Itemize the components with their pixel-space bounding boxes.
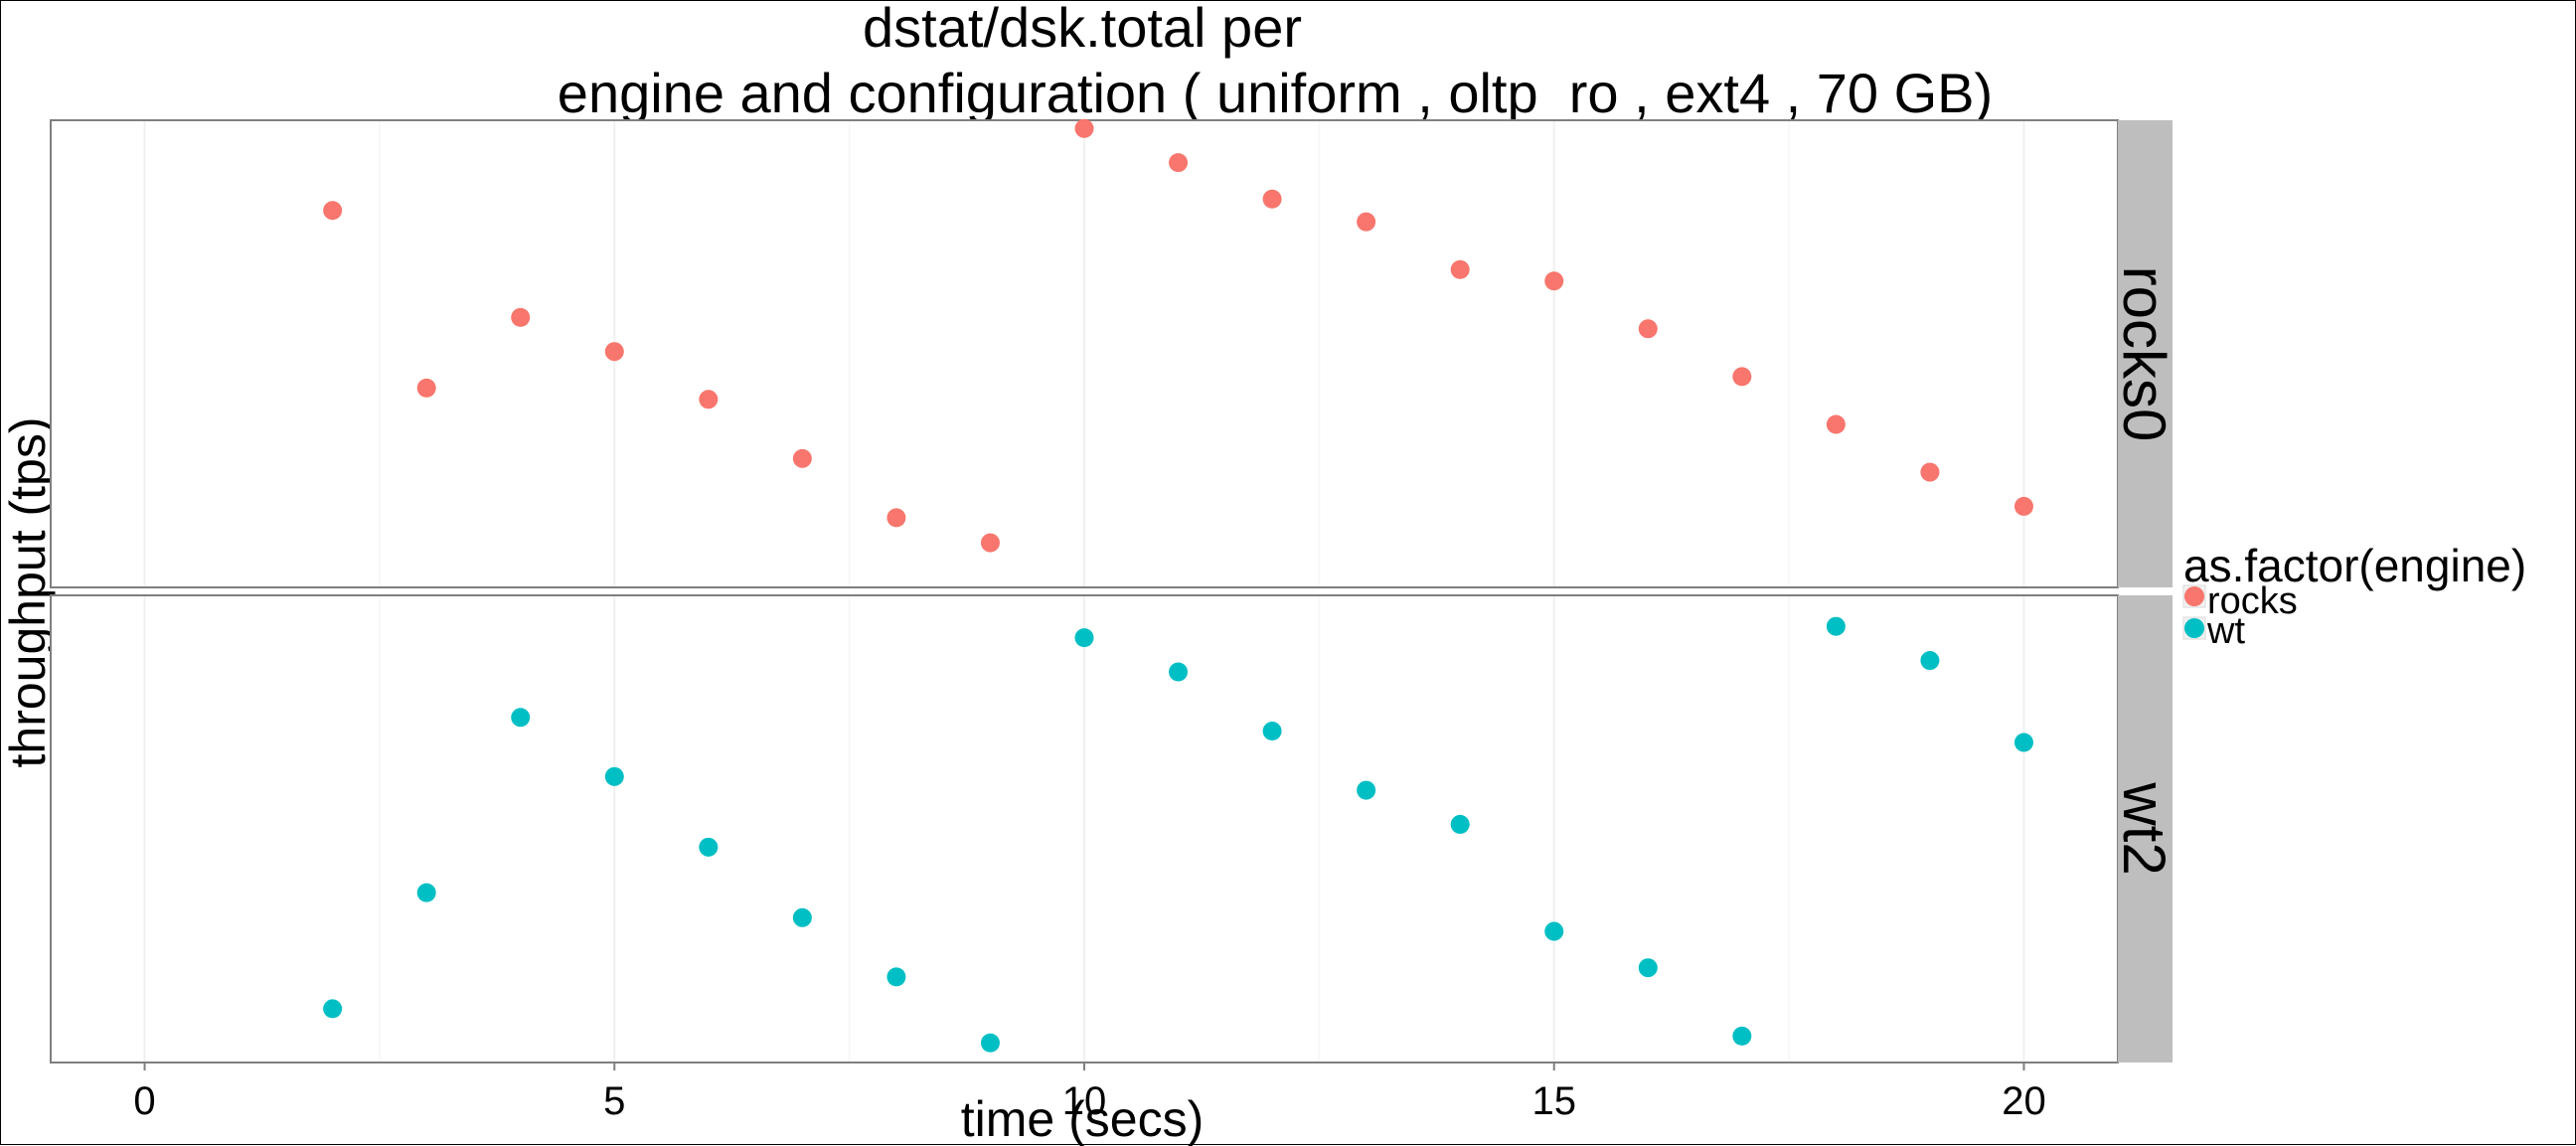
data-point-rocks bbox=[1262, 189, 1282, 209]
x-tick-label: 5 bbox=[603, 1079, 625, 1123]
data-point-rocks bbox=[1920, 462, 1940, 482]
chart-title-line1: dstat/dsk.total per bbox=[863, 1, 1302, 59]
facet-panel-rocks0: rocks0 bbox=[50, 118, 2177, 588]
data-point-rocks bbox=[1357, 212, 1376, 232]
legend: as.factor(engine) rocks wt bbox=[2182, 540, 2526, 652]
x-tick-label: 10 bbox=[1062, 1079, 1107, 1123]
legend-marker-rocks bbox=[2184, 586, 2204, 606]
data-point-rocks bbox=[1732, 367, 1752, 387]
legend-title: as.factor(engine) bbox=[2183, 540, 2526, 591]
facet-strip-label: rocks0 bbox=[2111, 266, 2177, 442]
data-point-rocks bbox=[699, 390, 719, 409]
series-wt-points bbox=[323, 616, 2033, 1053]
panel-gridlines bbox=[143, 596, 2025, 1062]
x-tick-label: 15 bbox=[1531, 1079, 1576, 1123]
data-point-rocks bbox=[1826, 414, 1846, 434]
data-point-wt bbox=[2013, 733, 2033, 752]
series-rocks-points bbox=[323, 118, 2033, 553]
data-point-rocks bbox=[604, 342, 624, 362]
legend-label-rocks: rocks bbox=[2207, 580, 2298, 622]
data-point-rocks bbox=[1638, 319, 1658, 339]
data-point-rocks bbox=[416, 378, 436, 398]
legend-marker-wt bbox=[2184, 618, 2204, 638]
data-point-wt bbox=[1357, 780, 1376, 800]
data-point-wt bbox=[699, 837, 719, 857]
data-point-wt bbox=[511, 708, 531, 728]
facet-strip-label: wt2 bbox=[2111, 781, 2177, 875]
chart-title-line2: engine and configuration ( uniform , olt… bbox=[558, 62, 1993, 124]
x-axis-ticks: 0 5 10 15 20 bbox=[133, 1063, 2046, 1123]
data-point-rocks bbox=[1074, 118, 1094, 138]
data-point-rocks bbox=[980, 533, 1000, 553]
data-point-wt bbox=[1544, 921, 1564, 941]
data-point-wt bbox=[1262, 722, 1282, 741]
legend-label-wt: wt bbox=[2206, 610, 2245, 652]
data-point-wt bbox=[1074, 628, 1094, 648]
data-point-rocks bbox=[2013, 496, 2033, 516]
data-point-rocks bbox=[323, 201, 343, 221]
facet-strip-rocks0 bbox=[2118, 120, 2173, 587]
data-point-wt bbox=[980, 1033, 1000, 1053]
data-point-wt bbox=[886, 967, 906, 987]
data-point-wt bbox=[1826, 616, 1846, 636]
facet-strip-wt2 bbox=[2118, 595, 2173, 1063]
data-point-rocks bbox=[1169, 153, 1189, 173]
data-point-rocks bbox=[1544, 271, 1564, 291]
data-point-rocks bbox=[886, 508, 906, 528]
facet-panel-wt2: wt2 bbox=[50, 594, 2177, 1064]
data-point-wt bbox=[1638, 958, 1658, 978]
data-point-wt bbox=[604, 766, 624, 786]
data-point-wt bbox=[416, 883, 436, 902]
data-point-rocks bbox=[1450, 259, 1470, 279]
data-point-wt bbox=[1450, 814, 1470, 834]
x-axis-title: time (secs) bbox=[961, 1091, 1204, 1146]
data-point-wt bbox=[792, 907, 812, 927]
data-point-rocks bbox=[792, 448, 812, 468]
data-point-wt bbox=[1920, 651, 1940, 671]
y-axis-title: throughput (tps) bbox=[1, 417, 56, 768]
data-point-wt bbox=[1732, 1026, 1752, 1046]
data-point-wt bbox=[1169, 662, 1189, 682]
x-tick-label: 20 bbox=[2002, 1079, 2046, 1123]
data-point-rocks bbox=[511, 307, 531, 327]
x-tick-label: 0 bbox=[133, 1079, 155, 1123]
data-point-wt bbox=[323, 999, 343, 1019]
